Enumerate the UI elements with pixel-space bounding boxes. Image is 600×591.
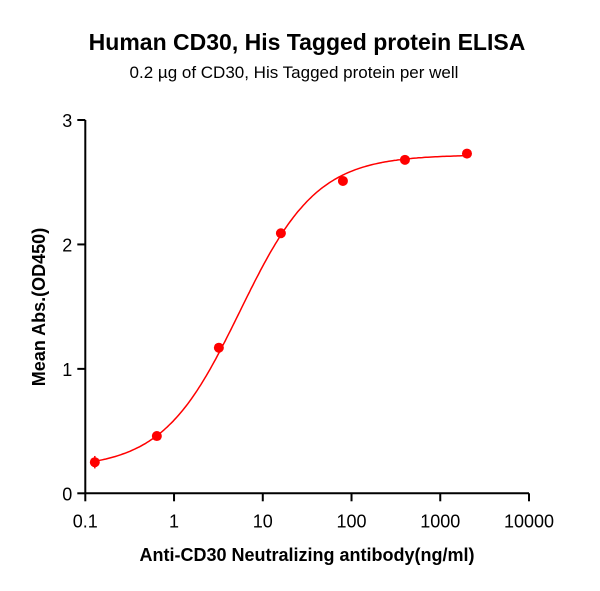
data-point: [461, 148, 472, 159]
data-point: [399, 154, 410, 165]
data-point: [275, 228, 286, 239]
x-tick-label: 10: [253, 511, 273, 531]
x-tick-label: 1: [169, 511, 179, 531]
x-tick-label: 100: [336, 511, 366, 531]
y-tick-label: 2: [62, 235, 72, 255]
data-point: [337, 175, 348, 186]
chart-title: Human CD30, His Tagged protein ELISA: [89, 29, 526, 55]
data-layer: [89, 148, 472, 469]
chart-subtitle: 0.2 µg of CD30, His Tagged protein per w…: [130, 63, 459, 82]
axes: 0.1 1 10 100 1000 10000 0 1 2 3: [62, 111, 554, 531]
y-tick-label: 3: [62, 111, 72, 131]
x-tick-label: 1000: [420, 511, 460, 531]
data-point: [89, 457, 100, 468]
y-tick-label: 1: [62, 360, 72, 380]
x-tick-label: 10000: [504, 511, 554, 531]
x-axis-label: Anti-CD30 Neutralizing antibody(ng/ml): [140, 545, 475, 565]
data-point: [151, 431, 162, 442]
y-tick-label: 0: [62, 484, 72, 504]
fit-curve: [94, 154, 467, 463]
y-axis-label: Mean Abs.(OD450): [29, 228, 49, 386]
data-point: [213, 342, 224, 353]
x-tick-label: 0.1: [73, 511, 98, 531]
